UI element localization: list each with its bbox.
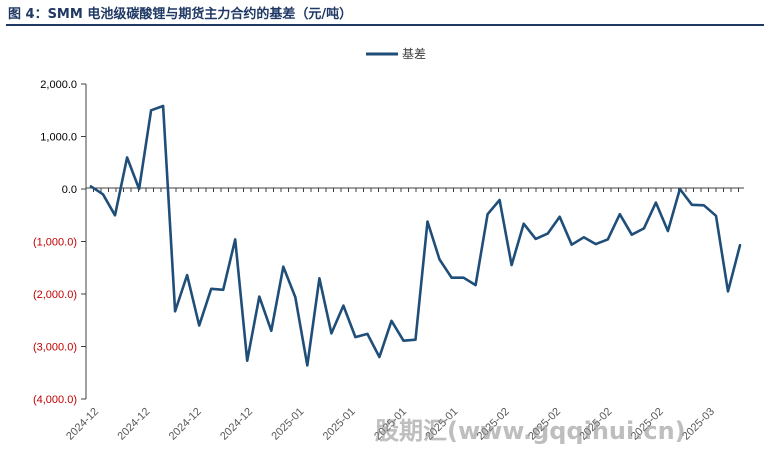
x-tick-label: 2025-01: [269, 406, 306, 443]
series-line-basis: [89, 104, 742, 367]
figure-title: 图 4：SMM 电池级碳酸锂与期货主力合约的基差（元/吨）: [8, 7, 353, 22]
x-tick-label: 2025-03: [680, 406, 717, 443]
x-tick-label: 2024-12: [167, 406, 204, 443]
legend-label: 基差: [402, 47, 426, 61]
y-tick-label: 1,000.0: [40, 132, 77, 144]
y-tick-label: (4,000.0): [33, 394, 77, 406]
x-axis: 2024-12 2024-12 2024-12 2024-12 2025-01 2025-…: [64, 187, 744, 443]
x-tick-label: 2025-01: [321, 406, 358, 443]
y-tick-label: 0.0: [62, 184, 77, 196]
x-tick-label: 2024-12: [218, 406, 255, 443]
x-tick-label: 2024-12: [64, 406, 101, 443]
y-axis: 2,000.0 1,000.0 0.0 (1,000.0) (2,000.0) (3,00…: [33, 79, 87, 406]
title-divider: [6, 24, 764, 26]
x-tick-label: 2024-12: [115, 406, 152, 443]
legend: 基差: [366, 47, 426, 61]
y-tick-label: (2,000.0): [33, 289, 77, 301]
y-tick-label: 2,000.0: [40, 79, 77, 91]
y-tick-label: (1,000.0): [33, 237, 77, 249]
y-tick-label: (3,000.0): [33, 342, 77, 354]
watermark-text: 股期汇(www.gqqihui.cn): [375, 417, 686, 445]
series-basis: [89, 104, 742, 367]
